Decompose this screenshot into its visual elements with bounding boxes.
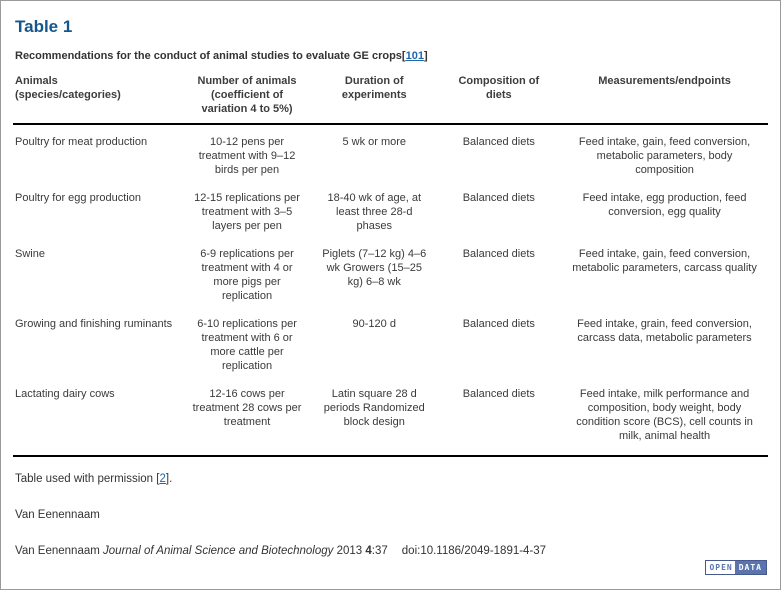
cell-measurements: Feed intake, grain, feed conversion, car… bbox=[577, 318, 752, 344]
citation-volume: 4 bbox=[365, 545, 372, 557]
subtitle-text: Recommendations for the conduct of anima… bbox=[15, 50, 406, 62]
cell-number: 12-16 cows per treatment 28 cows per tre… bbox=[192, 388, 302, 428]
column-header-animals: Animals (species/categories) bbox=[13, 72, 183, 125]
cell-duration: Piglets (7–12 kg) 4–6 wk Growers (15–25 … bbox=[322, 248, 427, 288]
open-data-badge-open-label: OPEN bbox=[706, 561, 735, 574]
cell-diets: Balanced diets bbox=[462, 136, 535, 148]
table-header-row: Animals (species/categories) Number of a… bbox=[13, 72, 768, 125]
cell-duration: Latin square 28 d periods Randomized blo… bbox=[323, 388, 425, 428]
cell-measurements: Feed intake, gain, feed conversion, meta… bbox=[572, 248, 757, 274]
cell-duration: 90-120 d bbox=[352, 318, 396, 330]
table-row: Poultry for egg production 12-15 replica… bbox=[13, 181, 768, 237]
cell-diets: Balanced diets bbox=[462, 318, 535, 330]
permission-suffix: ]. bbox=[165, 473, 173, 485]
reference-link-101[interactable]: 101 bbox=[405, 50, 424, 62]
cell-duration: 18-40 wk of age, at least three 28-d pha… bbox=[327, 192, 422, 232]
cell-animals: Lactating dairy cows bbox=[15, 388, 115, 400]
cell-animals: Growing and finishing ruminants bbox=[15, 318, 173, 330]
cell-animals: Swine bbox=[15, 248, 45, 260]
cell-diets: Balanced diets bbox=[462, 248, 535, 260]
cell-measurements: Feed intake, egg production, feed conver… bbox=[582, 192, 747, 218]
journal-name: Journal of Animal Science and Biotechnol… bbox=[103, 545, 334, 557]
subtitle-suffix: ] bbox=[423, 50, 428, 62]
column-header-diets: Composition of diets bbox=[436, 72, 562, 125]
cell-number: 6-9 replications per treatment with 4 or… bbox=[200, 248, 294, 302]
column-header-measurements: Measurements/endpoints bbox=[561, 72, 768, 125]
reference-link-2[interactable]: 2 bbox=[159, 473, 166, 485]
cell-number: 6-10 replications per treatment with 6 o… bbox=[197, 318, 297, 372]
open-data-badge-data-label: DATA bbox=[734, 561, 766, 574]
column-header-duration: Duration of experiments bbox=[311, 72, 437, 125]
author-line: Van Eenennaam bbox=[15, 509, 100, 521]
citation-author: Van Eenennaam bbox=[15, 545, 104, 557]
table-row: Lactating dairy cows 12-16 cows per trea… bbox=[13, 377, 768, 456]
citation-line: Van Eenennaam Journal of Animal Science … bbox=[15, 545, 768, 557]
table-row: Growing and finishing ruminants 6-10 rep… bbox=[13, 307, 768, 377]
citation-doi: doi:10.1186/2049-1891-4-37 bbox=[401, 545, 547, 557]
cell-measurements: Feed intake, gain, feed conversion, meta… bbox=[578, 136, 751, 176]
citation-year: 2013 bbox=[333, 545, 366, 557]
table-subtitle: Recommendations for the conduct of anima… bbox=[15, 50, 768, 62]
table-row: Poultry for meat production 10-12 pens p… bbox=[13, 124, 768, 181]
open-data-badge[interactable]: OPEN DATA bbox=[705, 560, 767, 575]
animal-studies-table: Animals (species/categories) Number of a… bbox=[13, 72, 768, 457]
column-header-number-of-animals: Number of animals (coefficient of variat… bbox=[182, 72, 312, 125]
citation-pages: :37 bbox=[371, 545, 388, 557]
page-title: Table 1 bbox=[15, 17, 73, 36]
cell-number: 12-15 replications per treatment with 3–… bbox=[194, 192, 300, 232]
cell-animals: Poultry for egg production bbox=[15, 192, 141, 204]
cell-diets: Balanced diets bbox=[462, 192, 535, 204]
table-row: Swine 6-9 replications per treatment wit… bbox=[13, 237, 768, 307]
cell-diets: Balanced diets bbox=[462, 388, 535, 400]
permission-note: Table used with permission [2]. bbox=[15, 473, 768, 485]
cell-measurements: Feed intake, milk performance and compos… bbox=[576, 388, 753, 442]
permission-text: Table used with permission [ bbox=[15, 473, 160, 485]
cell-number: 10-12 pens per treatment with 9–12 birds… bbox=[198, 136, 296, 176]
cell-duration: 5 wk or more bbox=[342, 136, 407, 148]
cell-animals: Poultry for meat production bbox=[15, 136, 148, 148]
